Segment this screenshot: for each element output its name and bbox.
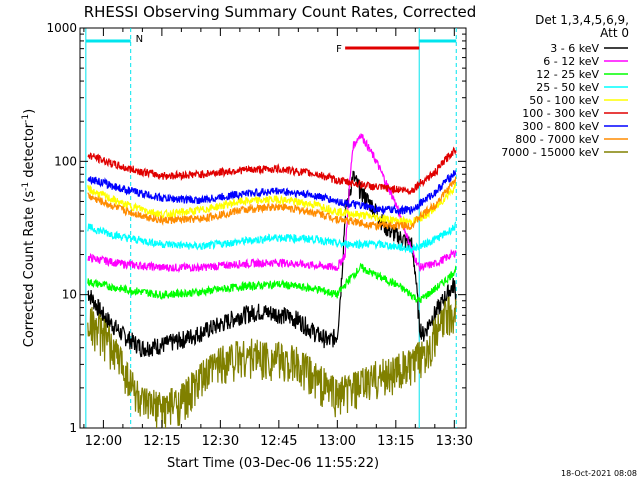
y-tick-label: 1000 (46, 21, 77, 35)
legend-label: 7000 - 15000 keV (501, 146, 599, 159)
series-line-0 (87, 170, 457, 358)
plot-frame (79, 27, 467, 429)
x-axis-label: Start Time (03-Dec-06 11:55:22) (167, 456, 379, 471)
series-line-8 (87, 296, 457, 429)
y-ticks: 1 10 100 1000 (46, 21, 466, 435)
flag-label: F (336, 44, 342, 55)
x-tick-label: 12:30 (202, 434, 239, 449)
legend-header-line-2: Att 0 (600, 26, 629, 40)
legend-label: 6 - 12 keV (543, 55, 599, 68)
flag-bars: NF (85, 34, 457, 55)
series-line-2 (87, 262, 457, 304)
legend-label: 300 - 800 keV (522, 120, 599, 133)
x-tick-label: 13:30 (436, 434, 473, 449)
series-line-3 (87, 221, 457, 255)
series-group (87, 133, 457, 429)
footer-timestamp: 18-Oct-2021 08:08 (561, 469, 637, 478)
y-axis-label-sup2: -1 (21, 114, 31, 123)
series-line-5 (87, 146, 457, 196)
x-tick-label: 13:00 (319, 434, 356, 449)
legend-label: 12 - 25 keV (536, 68, 599, 81)
y-tick-label: 1 (69, 421, 77, 435)
legend-label: 25 - 50 keV (536, 81, 599, 94)
chart-title: RHESSI Observing Summary Count Rates, Co… (84, 3, 477, 21)
x-tick-label: 13:15 (377, 434, 414, 449)
y-axis-label: Corrected Count Rate (s-1 detector-1) (21, 109, 37, 347)
legend-label: 3 - 6 keV (550, 42, 599, 55)
series-line-6 (87, 169, 457, 216)
x-tick-label: 12:00 (85, 434, 122, 449)
legend-header-line-1: Det 1,3,4,5,6,9, (535, 13, 629, 27)
series-line-1 (87, 133, 457, 274)
flag-label: N (136, 34, 143, 45)
series-line-7 (87, 176, 457, 231)
series-line-4 (87, 182, 457, 227)
legend-label: 100 - 300 keV (522, 107, 599, 120)
y-axis-label-sup1: -1 (21, 182, 31, 191)
legend-label: 800 - 7000 keV (515, 133, 599, 146)
y-axis-label-mid: detector (22, 122, 37, 182)
y-axis-label-main: Corrected Count Rate (s (22, 191, 37, 348)
y-axis-label-end: ) (22, 109, 37, 114)
x-ticks: 12:00 12:15 12:30 12:45 13:00 13:15 13:30 (83, 28, 473, 449)
y-tick-label: 100 (54, 154, 77, 168)
x-tick-label: 12:15 (143, 434, 180, 449)
y-tick-label: 10 (62, 288, 77, 302)
x-tick-label: 12:45 (260, 434, 297, 449)
legend-label: 50 - 100 keV (529, 94, 599, 107)
